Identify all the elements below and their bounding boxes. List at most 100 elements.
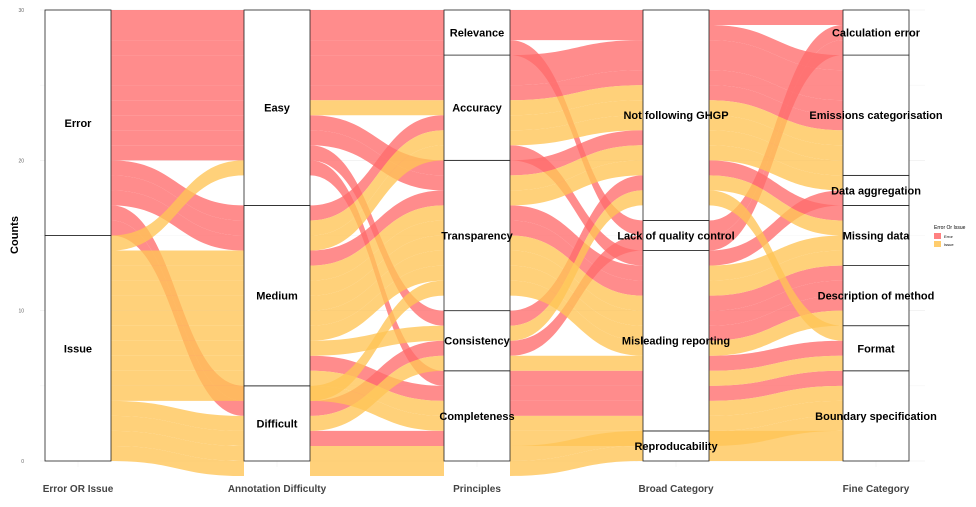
flow-ribbon [510,25,643,41]
flow-ribbon [310,445,444,461]
stratum-box [842,174,910,206]
flow-ribbon [111,310,244,326]
flow-ribbon [310,385,444,431]
flow-ribbon [111,25,244,41]
flow-ribbon [510,265,643,341]
stratum-label: Accuracy [452,103,502,115]
flow-ribbon [111,430,244,461]
flow-ribbon [709,400,843,431]
flow-ribbon [111,130,244,146]
flow-ribbon [111,250,244,266]
stratum-label: Completeness [439,411,514,423]
flow-ribbon [709,235,843,281]
stratum-label: Reproducability [634,441,718,453]
flow-ribbon [510,130,643,176]
flow-ribbon [510,70,643,101]
stratum-box [642,430,710,462]
flow-ribbon [111,40,244,56]
flow-ribbon [310,220,444,296]
flow-ribbon [510,400,643,416]
flow-ribbon [510,370,643,386]
stratum-box [443,54,511,161]
flow-ribbon [510,280,643,356]
flow-ribbon [709,40,843,101]
flow-ribbon [709,160,843,221]
stratum-box [842,205,910,266]
flow-ribbon [310,55,444,86]
stratum-box [443,9,511,56]
stratum-box [44,9,112,236]
flow-ribbon [709,175,843,236]
flow-ribbon [111,370,244,386]
stratum-label: Difficult [257,418,298,430]
x-axis-label: Annotation Difficulty [228,484,327,495]
stratum-label: Relevance [450,28,504,40]
flow-ribbon [310,145,444,251]
flow-ribbon [510,100,643,131]
stratum-label: Misleading reporting [622,336,730,348]
stratum-box [842,370,910,462]
x-axis-label: Fine Category [843,484,910,495]
x-axis-label: Broad Category [638,484,713,495]
flow-ribbon [310,235,444,311]
stratum-box [642,250,710,432]
flow-ribbon [111,355,244,371]
flow-ribbon [310,115,444,221]
stratum-label: Error [65,118,93,130]
stratum-box [243,385,311,462]
flow-ribbon [510,175,643,326]
flow-ribbon [510,445,643,477]
y-tick-label: 30 [18,8,24,14]
flow-ribbon [310,25,444,41]
flow-ribbon [310,205,444,281]
flow-ribbon [709,85,843,131]
flow-ribbon [310,40,444,56]
flow-ribbon [111,325,244,341]
flow-ribbon [310,265,444,341]
flow-ribbon [111,280,244,296]
flow-ribbon [111,160,244,221]
stratum-box [842,9,910,56]
flow-ribbon [111,10,244,26]
y-tick-label: 10 [18,309,24,315]
flow-ribbon [709,130,843,176]
stratum-label: Data aggregation [831,185,921,197]
stratum-label: Transparency [441,231,513,243]
flow-ribbon [310,461,444,477]
flow-ribbons [111,10,843,477]
stratum-label: Consistency [444,336,510,348]
stratum-box [243,205,311,387]
y-tick-label: 0 [21,459,24,465]
flow-ribbon [111,400,244,431]
flow-ribbon [510,145,643,191]
flow-ribbon [111,145,244,161]
flow-ribbon [111,55,244,86]
flow-ribbon [709,370,843,401]
flow-ribbon [510,10,643,26]
flow-ribbon [310,130,444,236]
flow-ribbon [510,145,643,266]
stratum-label: Emissions categorisation [809,110,943,122]
flow-ribbon [111,100,244,116]
flow-ribbon [510,355,643,371]
flow-ribbon [111,340,244,356]
stratum-box [443,370,511,462]
legend-label: Issue [944,242,954,247]
flow-ribbon [709,355,843,386]
x-axis-label: Principles [453,484,501,495]
flow-ribbon [510,160,643,206]
y-axis: 0 10 20 30 [18,8,24,465]
flow-ribbon [709,100,843,146]
flow-ribbon [310,130,444,191]
legend-label: Error [944,234,954,239]
flow-ribbon [510,85,643,116]
flow-ribbon [111,85,244,101]
flow-ribbon [310,85,444,101]
flow-ribbon [709,10,843,26]
stratum-label: Medium [256,291,298,303]
stratum-box [842,54,910,176]
flow-ribbon [510,385,643,401]
stratum-label: Issue [64,343,92,355]
stratum-box [842,265,910,327]
flow-ribbon [510,190,643,341]
